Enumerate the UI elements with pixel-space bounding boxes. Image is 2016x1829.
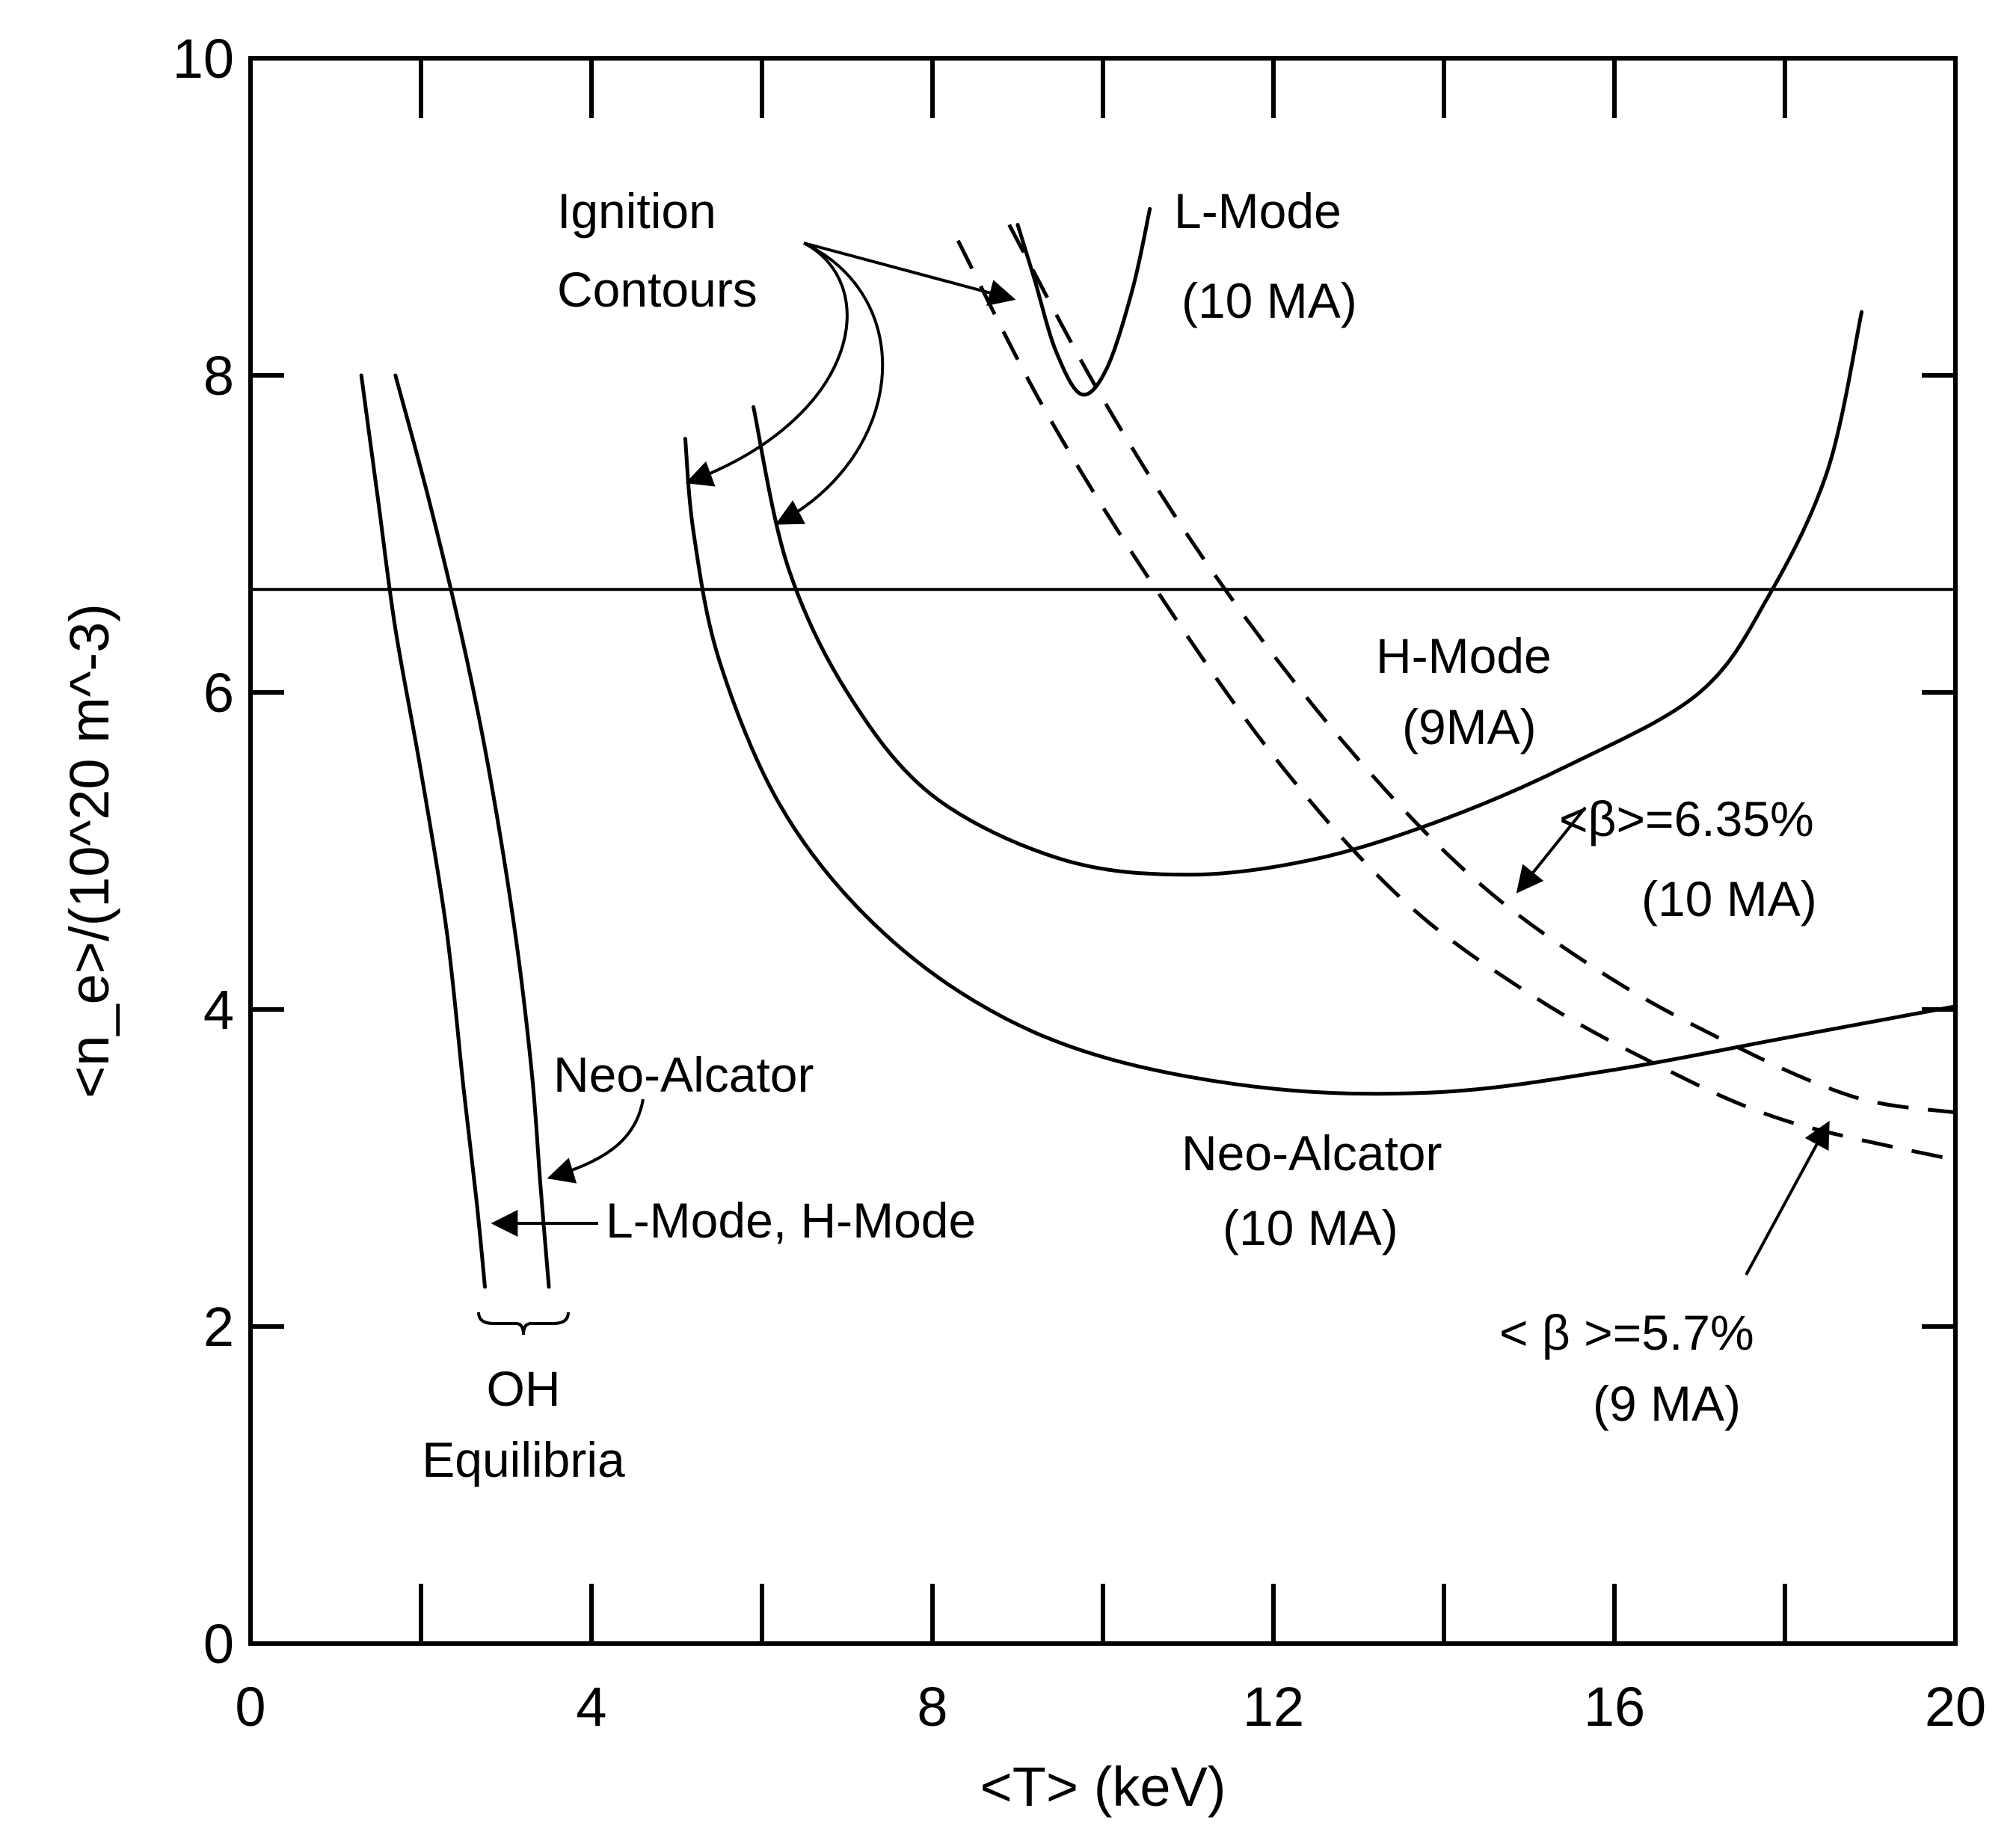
arrow-ignition-to-outer-contour	[685, 242, 849, 487]
series-line-2	[393, 373, 551, 1289]
annotation-beta1-2: (10 MA)	[1641, 871, 1817, 926]
x-tick-label: 0	[235, 1676, 265, 1738]
arrow-neo-left	[547, 1098, 645, 1184]
series-line-3	[683, 437, 1958, 1096]
axis-ticks	[248, 56, 1958, 1646]
y-tick-label: 0	[203, 1613, 234, 1675]
arrow-ignition-to-lmode	[803, 242, 1016, 307]
annotation-lmode-2: (10 MA)	[1181, 273, 1357, 328]
y-tick-label: 4	[203, 979, 234, 1041]
annotation-hmode-2: (9MA)	[1402, 699, 1537, 754]
annotation-oh-2: Equilibria	[422, 1432, 625, 1487]
arrow-beta1	[1516, 806, 1587, 894]
annotation-beta1-1: <β>=6.35%	[1559, 791, 1814, 846]
y-tick-label: 6	[203, 662, 234, 724]
y-tick-label: 10	[173, 28, 234, 90]
x-tick-label: 16	[1584, 1676, 1645, 1738]
y-axis-label: <n_e>/(10^20 m^-3)	[58, 603, 120, 1098]
arrow-beta2	[1745, 1120, 1830, 1276]
annotation-neo-10-2: (10 MA)	[1223, 1200, 1398, 1255]
annotation-ignition-1: Ignition	[557, 183, 716, 239]
x-tick-label: 8	[917, 1676, 947, 1738]
annotation-beta2-2: (9 MA)	[1593, 1376, 1741, 1431]
series-line-4	[752, 310, 1864, 877]
x-tick-label: 4	[576, 1676, 606, 1738]
oh-brace	[477, 1312, 570, 1335]
series-line-5	[1015, 206, 1152, 397]
x-axis-label: <T> (keV)	[980, 1756, 1226, 1818]
x-tick-labels: 0 4 8 12 16 20	[235, 1676, 1986, 1738]
y-tick-labels: 0 2 4 6 8 10	[173, 28, 234, 1675]
annotation-neo-left: Neo-Alcator	[553, 1047, 814, 1102]
annotation-lh-mode: L-Mode, H-Mode	[606, 1193, 976, 1248]
series-line-1	[359, 373, 487, 1289]
annotation-hmode-1: H-Mode	[1376, 628, 1552, 683]
series-line-6	[956, 239, 1956, 1162]
series-group	[359, 206, 1958, 1289]
annotation-neo-10-1: Neo-Alcator	[1181, 1125, 1442, 1181]
x-tick-label: 12	[1243, 1676, 1304, 1738]
arrow-ignition-to-inner-contour	[775, 242, 885, 525]
x-tick-label: 20	[1925, 1676, 1986, 1738]
y-tick-label: 2	[203, 1296, 234, 1358]
annotation-ignition-2: Contours	[557, 262, 757, 317]
annotation-beta2-1: < β >=5.7%	[1499, 1305, 1754, 1360]
annotation-lmode-1: L-Mode	[1174, 183, 1342, 239]
y-tick-label: 8	[203, 345, 234, 407]
annotation-oh-1: OH	[487, 1361, 561, 1416]
